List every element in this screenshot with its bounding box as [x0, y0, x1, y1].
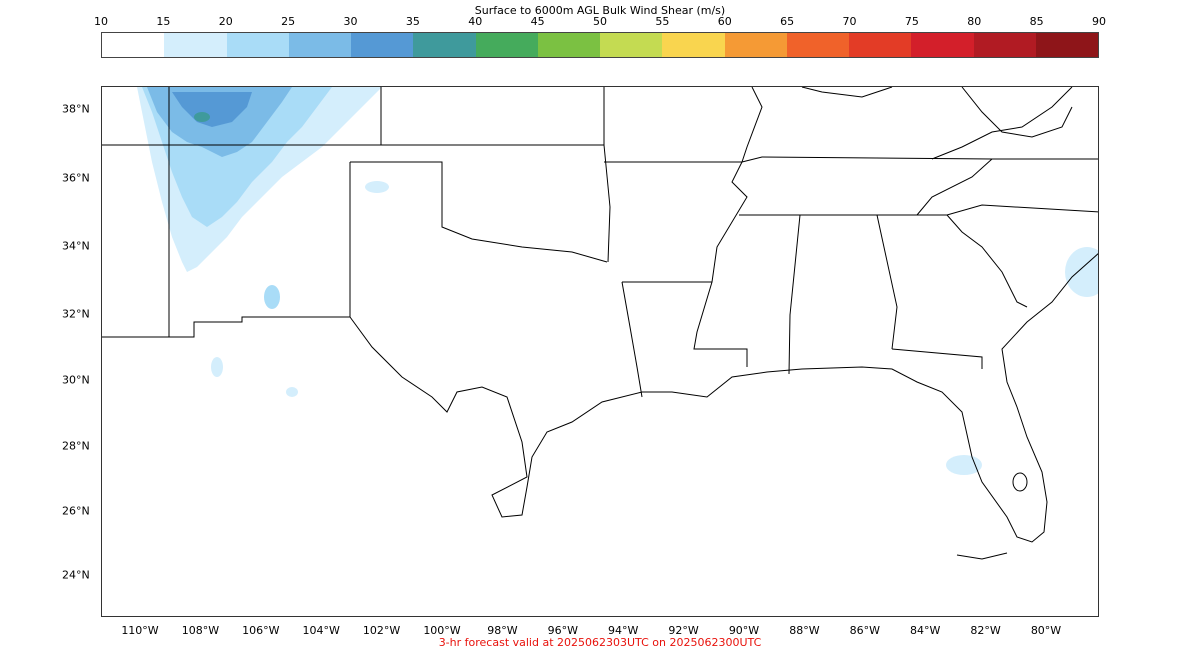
colorbar-segment [537, 33, 600, 57]
longitude-label: 104°W [302, 624, 340, 637]
colorbar-segment [226, 33, 289, 57]
colorbar-segment [911, 33, 974, 57]
longitude-label: 108°W [181, 624, 220, 637]
latitude-label: 38°N [62, 102, 90, 116]
colorbar-tick-label: 90 [1092, 15, 1106, 28]
colorbar-tick-label: 75 [904, 15, 919, 28]
colorbar-segment [413, 33, 476, 57]
colorbar-segment [1035, 33, 1098, 57]
longitude-label: 84°W [910, 624, 941, 637]
colorbar-segment [351, 33, 414, 57]
colorbar-segment [475, 33, 538, 57]
colorbar-tick-label: 65 [780, 15, 795, 28]
colorbar-tick-label: 10 [94, 15, 108, 28]
map-canvas [102, 87, 1098, 560]
latitude-label: 36°N [62, 171, 90, 185]
longitude-label: 94°W [608, 624, 639, 637]
colorbar-tick-label: 55 [655, 15, 670, 28]
shear-spot-35-40 [194, 112, 210, 122]
shear-patch [211, 357, 223, 377]
shear-region-30-35 [172, 92, 252, 127]
colorbar-tick-label: 30 [343, 15, 358, 28]
colorbar-tick-label: 15 [156, 15, 171, 28]
colorbar-segment [724, 33, 787, 57]
shear-field [137, 87, 1098, 475]
colorbar-tick-label: 60 [717, 15, 732, 28]
latitude-label: 34°N [62, 239, 90, 253]
colorbar-segment [786, 33, 849, 57]
longitude-label: 98°W [487, 624, 518, 637]
colorbar-segment [849, 33, 912, 57]
longitude-label: 80°W [1030, 624, 1062, 637]
shear-patch [946, 455, 982, 475]
colorbar-segment [164, 33, 227, 57]
colorbar-tick-label: 40 [468, 15, 483, 28]
colorbar-title: Surface to 6000m AGL Bulk Wind Shear (m/… [474, 4, 726, 17]
colorbar-segment [973, 33, 1036, 57]
shear-patch [1065, 247, 1098, 297]
colorbar-segment [662, 33, 725, 57]
colorbar-tick-label: 35 [405, 15, 420, 28]
longitude-label: 86°W [849, 624, 880, 637]
longitude-label: 90°W [728, 624, 760, 637]
colorbar-segment [288, 33, 351, 57]
colorbar-tick-label: 20 [218, 15, 233, 28]
map-frame [101, 86, 1099, 617]
colorbar-tick-label: 85 [1029, 15, 1044, 28]
colorbar-tick-label: 25 [281, 15, 296, 28]
latitude-label: 30°N [62, 373, 90, 387]
longitude-label: 106°W [242, 624, 280, 637]
longitude-label: 102°W [362, 624, 401, 637]
latitude-label: 32°N [62, 307, 90, 321]
longitude-label: 82°W [970, 624, 1001, 637]
colorbar-segment [600, 33, 663, 57]
longitude-label: 96°W [547, 624, 578, 637]
shear-patch [264, 285, 280, 309]
colorbar [101, 32, 1099, 58]
state-boundaries [102, 87, 1098, 560]
longitude-label: 92°W [668, 624, 699, 637]
latitude-label: 24°N [62, 568, 90, 582]
shear-patch [365, 181, 389, 193]
longitude-label: 88°W [789, 624, 820, 637]
colorbar-tick-label: 70 [842, 15, 857, 28]
colorbar-tick-label: 50 [593, 15, 607, 28]
latitude-label: 26°N [62, 504, 90, 518]
colorbar-tick-label: 80 [967, 15, 982, 28]
colorbar-segment [102, 33, 165, 57]
latitude-label: 28°N [62, 439, 90, 453]
colorbar-tick-label: 45 [530, 15, 545, 28]
longitude-label: 110°W [121, 624, 159, 637]
forecast-valid-text: 3-hr forecast valid at 2025062303UTC on … [438, 636, 762, 649]
longitude-label: 100°W [423, 624, 461, 637]
shear-patch [286, 387, 298, 397]
